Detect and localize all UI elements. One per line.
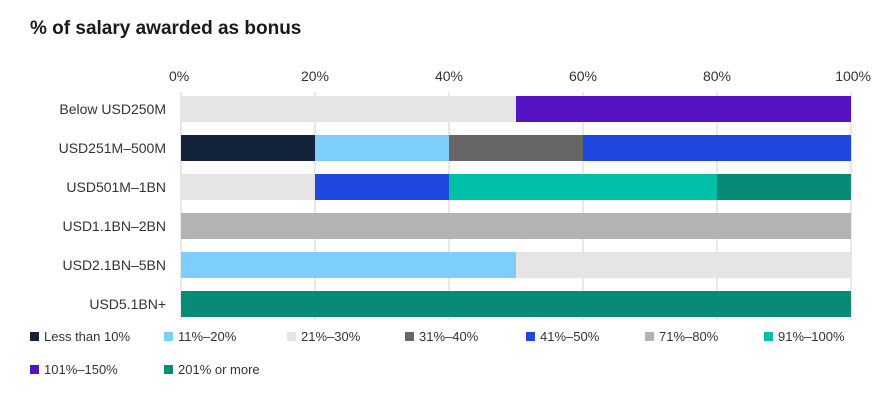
x-tick-label: 20%: [301, 68, 329, 84]
legend-swatch: [764, 332, 773, 341]
legend-label: Less than 10%: [44, 329, 130, 344]
bar-segment: [181, 252, 516, 278]
bar-segment: [516, 252, 851, 278]
legend-swatch: [164, 365, 173, 374]
legend-label: 41%–50%: [540, 329, 600, 344]
bar-segment: [181, 135, 315, 161]
bar-segment: [516, 96, 851, 122]
bar-segment: [315, 135, 449, 161]
category-label: USD501M–1BN: [66, 179, 166, 195]
legend-swatch: [645, 332, 654, 341]
bar-segment: [449, 174, 717, 200]
bar-segment: [449, 135, 583, 161]
gridlines: [180, 92, 852, 320]
x-tick-label: 0%: [169, 68, 189, 84]
bar-segment: [583, 135, 851, 161]
x-tick-label: 60%: [569, 68, 597, 84]
x-tick-label: 80%: [703, 68, 731, 84]
category-label: USD5.1BN+: [89, 296, 166, 312]
bar-segment: [181, 213, 851, 239]
bars: [181, 96, 851, 317]
legend-swatch: [526, 332, 535, 341]
category-label: USD2.1BN–5BN: [63, 257, 167, 273]
x-tick-label: 100%: [835, 68, 871, 84]
bar-segment: [181, 96, 516, 122]
legend-label: 21%–30%: [301, 329, 361, 344]
legend-swatch: [30, 365, 39, 374]
bar-segment: [181, 174, 315, 200]
x-axis-ticks: 0% 20% 40% 60% 80% 100%: [169, 68, 871, 84]
legend-label: 101%–150%: [44, 362, 118, 377]
legend-swatch: [30, 332, 39, 341]
bar-segment: [315, 174, 449, 200]
category-labels: Below USD250M USD251M–500M USD501M–1BN USD1…: [59, 101, 166, 312]
category-label: USD251M–500M: [59, 140, 166, 156]
category-label: USD1.1BN–2BN: [63, 218, 167, 234]
legend-label: 11%–20%: [178, 329, 237, 344]
legend-swatch: [164, 332, 173, 341]
legend-swatch: [405, 332, 414, 341]
legend-swatch: [287, 332, 296, 341]
legend-label: 71%–80%: [659, 329, 719, 344]
bar-segment: [717, 174, 851, 200]
legend-label: 201% or more: [178, 362, 260, 377]
legend: Less than 10% 11%–20% 21%–30% 31%–40% 41%–50…: [30, 329, 845, 377]
chart-title: % of salary awarded as bonus: [30, 18, 302, 39]
category-label: Below USD250M: [59, 101, 166, 117]
legend-label: 91%–100%: [778, 329, 845, 344]
x-tick-label: 40%: [435, 68, 463, 84]
legend-label: 31%–40%: [419, 329, 479, 344]
bar-segment: [181, 291, 851, 317]
